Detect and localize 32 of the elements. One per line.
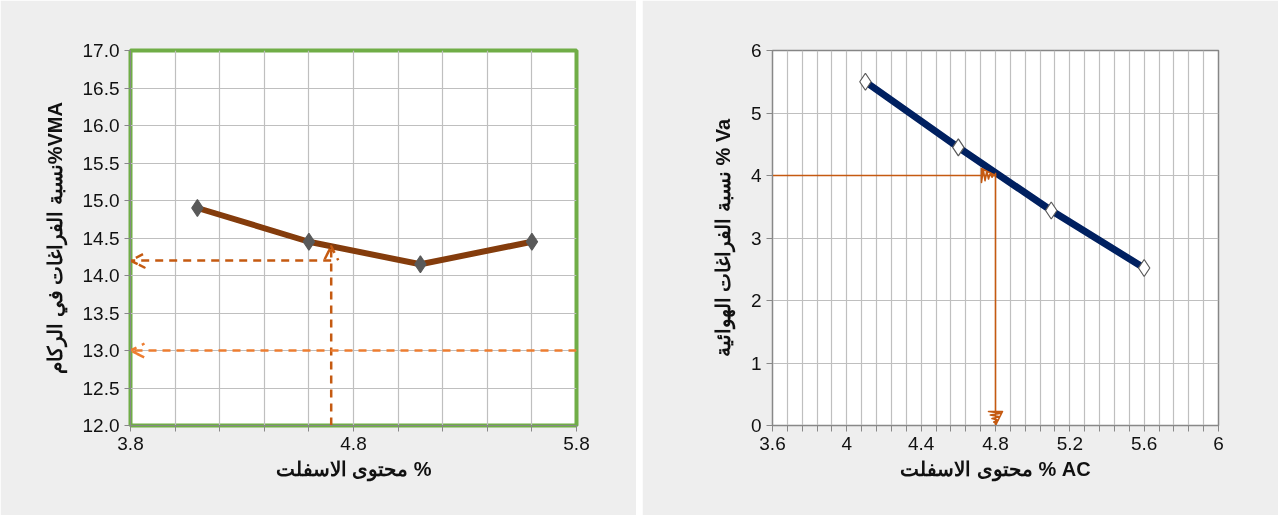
y-tick-label: 16.0 (82, 115, 120, 136)
y-axis-title: نسبة الفراغات في الركام%VMA (43, 102, 68, 374)
y-tick-label: 2 (750, 290, 762, 311)
x-axis-title: محتوى الاسفلت % (275, 457, 432, 482)
y-tick-label: 17.0 (82, 40, 120, 61)
y-tick-label: 5 (750, 102, 762, 124)
y-tick-label: 14.0 (82, 265, 120, 286)
x-tick-label: 4 (841, 432, 853, 454)
y-axis-title: نسبة الفراغات الهوائية % Va (711, 117, 736, 358)
y-tick-label: 4 (750, 165, 762, 186)
y-tick-label: 1 (750, 352, 762, 374)
y-tick-label: 15.5 (82, 152, 120, 174)
x-tick-label: 3.8 (117, 432, 144, 454)
y-tick-label: 3 (750, 227, 762, 249)
x-tick-label: 6 (1213, 432, 1224, 454)
y-tick-label: 13.5 (82, 302, 120, 324)
x-axis-title: محتوى الاسفلت % AC (900, 457, 1091, 482)
y-tick-label: 15.0 (82, 190, 120, 211)
y-tick-label: 13.0 (82, 340, 120, 361)
y-tick-label: 12.0 (82, 415, 120, 436)
y-tick-label: 6 (750, 40, 762, 61)
x-tick-label: 5.2 (1056, 432, 1084, 454)
x-tick-label: 5.8 (563, 432, 590, 454)
x-tick-label: 4.4 (907, 432, 935, 454)
x-tick-label: 4.8 (340, 432, 367, 454)
y-tick-label: 0 (750, 415, 762, 436)
x-tick-label: 5.6 (1130, 432, 1158, 454)
x-tick-label: 4.8 (982, 432, 1009, 454)
y-tick-label: 12.5 (82, 377, 120, 399)
x-tick-label: 3.6 (759, 432, 786, 454)
y-tick-label: 14.5 (82, 227, 120, 249)
y-tick-label: 16.5 (82, 77, 120, 99)
